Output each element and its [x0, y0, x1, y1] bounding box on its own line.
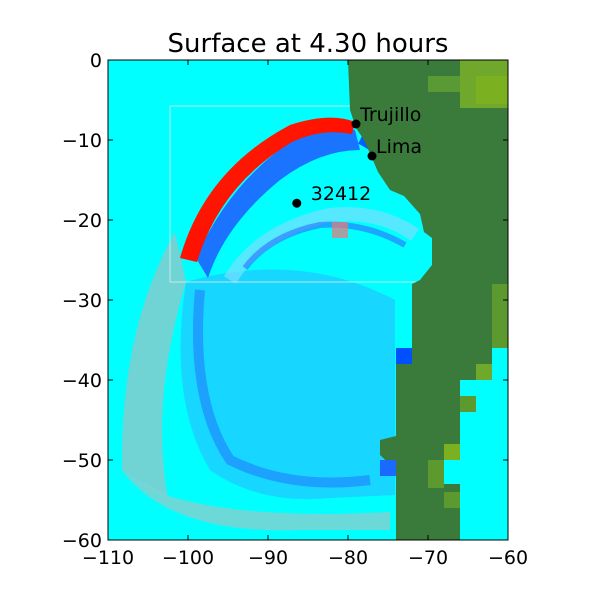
marker-label: Lima	[376, 136, 422, 158]
inner-ring-light	[223, 207, 420, 284]
source-spot	[332, 222, 348, 238]
x-tick-label: −90	[248, 547, 288, 569]
ocean-right-inset-2	[492, 348, 508, 380]
y-tick-label: −50	[62, 450, 102, 472]
inner-blue-ring	[193, 289, 371, 488]
x-tick-label: −80	[328, 547, 368, 569]
y-tick-label: −30	[62, 290, 102, 312]
y-tick-label: −20	[62, 210, 102, 232]
chart-title: Surface at 4.30 hours	[168, 29, 449, 59]
inner-blue-region	[180, 269, 395, 500]
marker-label: 32412	[311, 183, 371, 205]
deep-pixel	[380, 460, 396, 476]
deep-pixel	[396, 348, 412, 364]
highland-patch	[492, 284, 508, 348]
highland-patch	[444, 492, 460, 508]
marker-point	[367, 151, 377, 161]
leading-crest	[180, 117, 355, 262]
land-pixel	[428, 508, 460, 524]
tick-layer: −110 −100 −90 −80 −70 −60 0 −10 −20 −30 −40 −50 −60	[62, 50, 528, 569]
trough-band	[196, 127, 360, 278]
plot-area	[108, 60, 508, 540]
highland-patch	[476, 364, 492, 380]
y-tick-label: −40	[62, 370, 102, 392]
x-tick-label: −60	[488, 547, 528, 569]
highland-patch	[428, 76, 460, 92]
marker-point	[292, 198, 302, 208]
highland-patch	[460, 396, 476, 412]
outer-wave-band	[121, 232, 186, 500]
highland-patch	[428, 460, 444, 488]
highland-patch	[444, 444, 460, 460]
y-tick-label: 0	[90, 50, 102, 72]
x-tick-label: −110	[82, 547, 134, 569]
highland-patch	[476, 76, 508, 104]
marker-label: Trujillo	[359, 104, 421, 126]
inner-ring-blue	[242, 221, 407, 270]
marker-layer: Trujillo Lima 32412	[292, 104, 422, 208]
marker-point	[351, 119, 361, 129]
land-pixel	[396, 492, 412, 508]
x-tick-label: −70	[408, 547, 448, 569]
outer-wave-band-lower	[122, 470, 390, 531]
y-tick-label: −10	[62, 130, 102, 152]
y-tick-label: −60	[62, 530, 102, 552]
x-tick-label: −100	[162, 547, 214, 569]
